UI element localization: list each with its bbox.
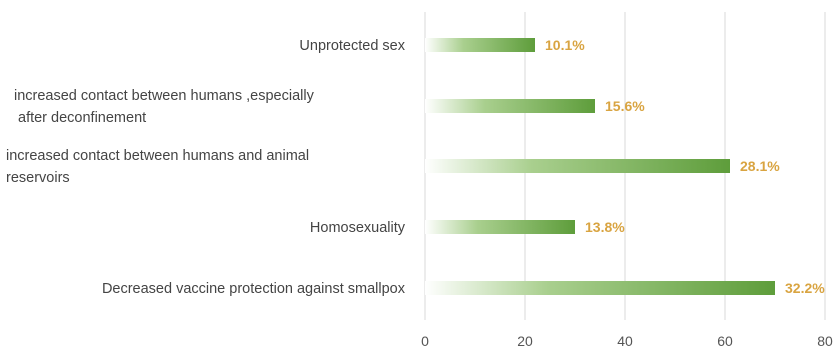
bar (425, 159, 730, 173)
category-label: Homosexuality (310, 220, 406, 236)
x-tick-label: 80 (817, 333, 833, 349)
bar (425, 281, 775, 295)
bars (425, 38, 775, 295)
data-label: 28.1% (740, 158, 780, 174)
bar (425, 220, 575, 234)
data-label: 13.8% (585, 219, 625, 235)
category-label: increased contact between humans ,especi… (14, 88, 315, 126)
x-axis-ticks: 0 20 40 60 80 (421, 333, 833, 349)
x-tick-label: 20 (517, 333, 533, 349)
data-label: 10.1% (545, 37, 585, 53)
data-label: 32.2% (785, 280, 825, 296)
bar (425, 38, 535, 52)
category-label: Unprotected sex (299, 38, 405, 54)
x-tick-label: 60 (717, 333, 733, 349)
category-labels: Unprotected sex increased contact between… (6, 38, 406, 297)
data-label: 15.6% (605, 98, 645, 114)
x-tick-label: 40 (617, 333, 633, 349)
category-label: Decreased vaccine protection against sma… (102, 281, 406, 297)
bar (425, 99, 595, 113)
category-label: increased contact between humans and ani… (6, 148, 309, 186)
x-tick-label: 0 (421, 333, 429, 349)
data-labels: 10.1% 15.6% 28.1% 13.8% 32.2% (545, 37, 825, 296)
